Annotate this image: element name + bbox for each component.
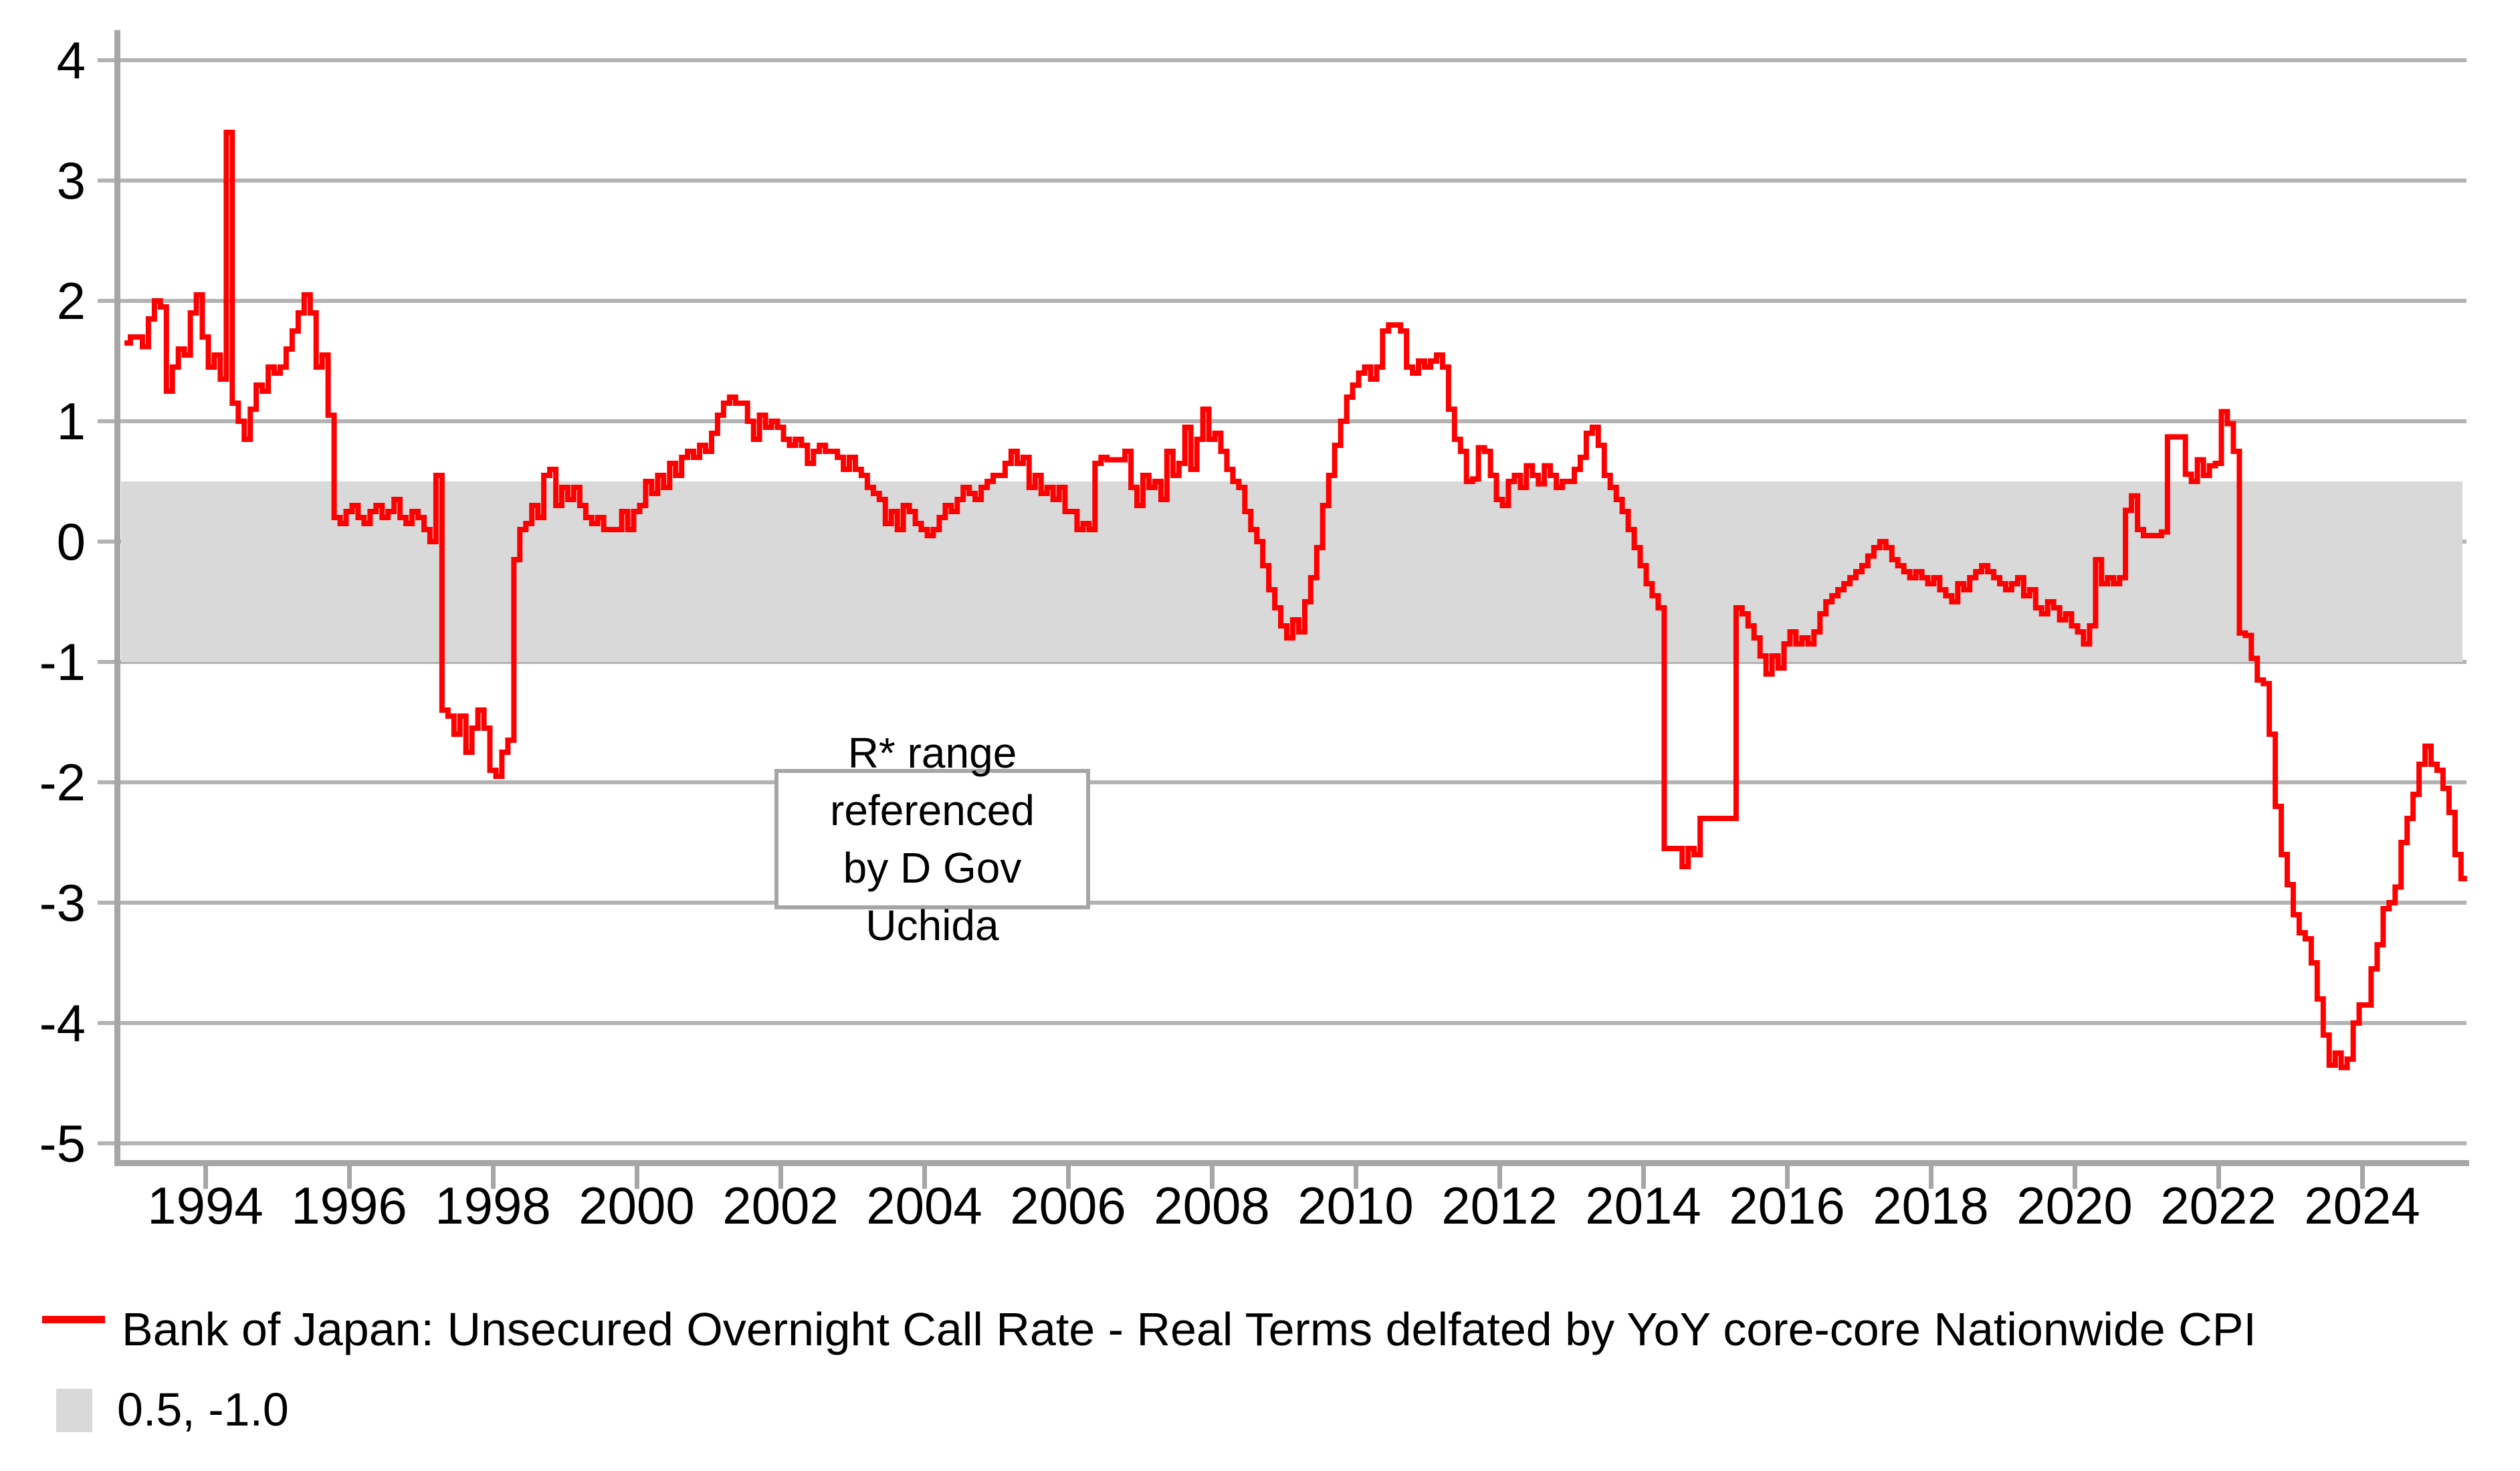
annotation-box: R* range referenced by D Gov Uchida [774, 729, 1090, 949]
x-tick-label: 2012 [1441, 1176, 1558, 1235]
legend-band-label: 0.5, -1.0 [117, 1383, 289, 1436]
x-axis-line [114, 1160, 2469, 1166]
y-tick-label: -3 [39, 873, 86, 932]
x-tick [1785, 1166, 1790, 1189]
annotation-line-2: by D Gov Uchida [843, 844, 1022, 949]
y-tick-label: -1 [39, 633, 86, 691]
legend-series-label: Bank of Japan: Unsecured Overnight Call … [122, 1303, 2256, 1355]
x-tick-label: 2020 [2016, 1176, 2133, 1235]
x-tick-label: 2016 [1729, 1176, 1845, 1235]
x-tick-label: 2022 [2160, 1176, 2277, 1235]
x-tick [922, 1166, 927, 1189]
y-tick-label: -2 [39, 753, 86, 812]
y-tick-label: -4 [39, 994, 86, 1052]
x-tick [1210, 1166, 1215, 1189]
x-tick-label: 2010 [1297, 1176, 1414, 1235]
x-tick-label: 1996 [291, 1176, 407, 1235]
x-tick [2216, 1166, 2221, 1189]
x-tick [2360, 1166, 2365, 1189]
x-tick-label: 2000 [579, 1176, 695, 1235]
gridline [98, 901, 2466, 905]
x-tick [203, 1166, 208, 1189]
gridline [98, 419, 2466, 423]
y-tick-label: 2 [57, 271, 86, 330]
y-axis-line [114, 30, 120, 1166]
x-tick [1066, 1166, 1071, 1189]
x-tick [2073, 1166, 2077, 1189]
x-tick [778, 1166, 783, 1189]
x-tick-label: 2018 [1873, 1176, 1989, 1235]
x-tick [491, 1166, 496, 1189]
x-tick-label: 2006 [1010, 1176, 1126, 1235]
x-tick [1354, 1166, 1358, 1189]
gridline [98, 1021, 2466, 1025]
gridline [98, 58, 2466, 62]
x-tick [347, 1166, 352, 1189]
y-tick-label: 4 [57, 31, 86, 90]
x-tick [1929, 1166, 1933, 1189]
x-tick-label: 1994 [147, 1176, 264, 1235]
x-tick [1641, 1166, 1646, 1189]
x-tick-label: 2024 [2304, 1176, 2420, 1235]
x-tick-label: 2002 [722, 1176, 839, 1235]
legend-band-swatch [56, 1389, 92, 1432]
annotation-line-1: R* range referenced [830, 729, 1035, 834]
gridline [98, 780, 2466, 784]
y-tick-label: 3 [57, 151, 86, 210]
x-tick-label: 2004 [866, 1176, 982, 1235]
gridline [98, 179, 2466, 183]
legend-line-swatch [42, 1316, 105, 1323]
y-tick-label: 1 [57, 392, 86, 451]
gridline [98, 1141, 2466, 1145]
x-tick [635, 1166, 639, 1189]
y-tick-label: 0 [57, 512, 86, 571]
x-tick-label: 2008 [1154, 1176, 1270, 1235]
x-tick [1497, 1166, 1502, 1189]
gridline [98, 299, 2466, 303]
y-tick-label: -5 [39, 1114, 86, 1173]
series-line [124, 130, 2467, 1070]
x-tick-label: 1998 [435, 1176, 551, 1235]
x-tick-label: 2014 [1585, 1176, 1701, 1235]
